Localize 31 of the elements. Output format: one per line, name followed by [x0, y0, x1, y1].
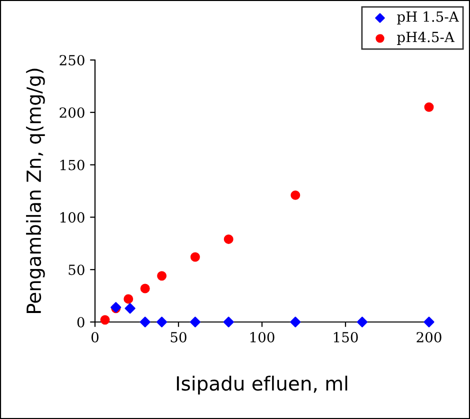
point	[290, 190, 300, 200]
point	[157, 271, 167, 281]
x-tick-label: 150	[334, 332, 358, 342]
y-tick-label: 0	[77, 316, 84, 328]
point	[190, 316, 200, 328]
x-axis-title: Isipadu efluen, ml	[176, 376, 348, 395]
y-tick-label: 250	[60, 54, 84, 66]
point	[424, 102, 434, 112]
y-tick-label: 50	[68, 264, 84, 276]
legend-label: pH4.5-A	[397, 32, 455, 45]
point	[100, 315, 110, 325]
point	[140, 316, 150, 328]
point	[224, 234, 234, 244]
point	[290, 316, 301, 328]
x-tick-label: 100	[250, 332, 274, 342]
y-axis-title: Pengambilan Zn, q(mg/g)	[26, 68, 45, 313]
x-tick-label: 50	[170, 332, 186, 342]
point	[356, 316, 368, 328]
point	[156, 316, 168, 328]
x-tick-label: 200	[416, 332, 442, 342]
point	[124, 303, 136, 314]
y-tick-label: 200	[60, 107, 84, 118]
y-tick-label: 100	[60, 212, 84, 223]
legend-label: pH 1.5-A	[397, 11, 460, 25]
point	[124, 294, 134, 304]
point	[140, 284, 150, 294]
point	[190, 252, 200, 262]
y-tick-label: 150	[60, 160, 84, 170]
point	[424, 316, 434, 328]
x-tick-label: 0	[91, 332, 98, 342]
point	[223, 316, 234, 328]
